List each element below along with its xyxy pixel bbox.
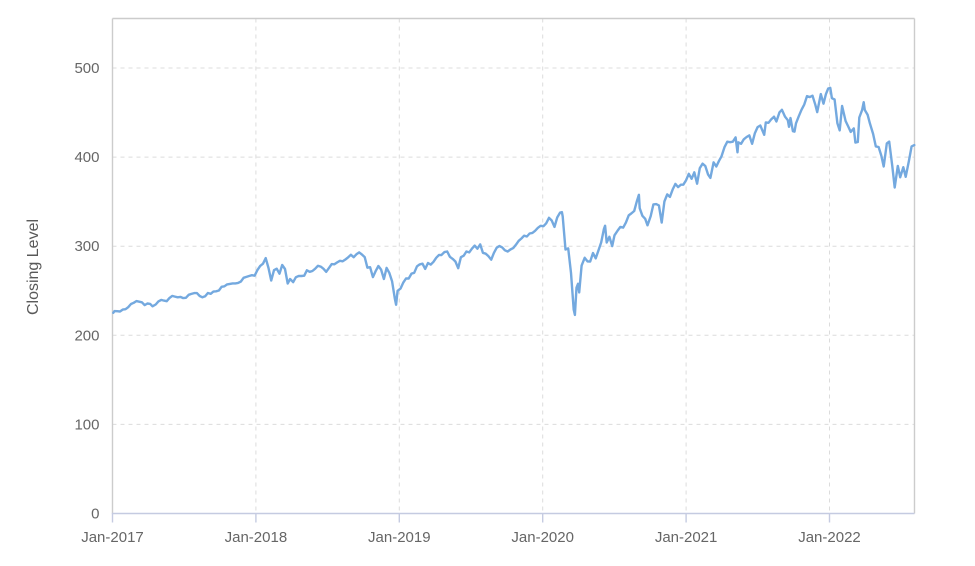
gridlines [112, 18, 915, 514]
x-tick-label: Jan-2019 [368, 529, 431, 546]
x-tick-label: Jan-2017 [81, 529, 144, 546]
y-tick-label: 0 [91, 506, 99, 523]
y-axis-title: Closing Level [25, 219, 42, 315]
axis-tick-labels: Jan-2017 Jan-2018 Jan-2019 Jan-2020 Jan-2021… [74, 60, 860, 546]
y-tick-label: 200 [74, 327, 99, 344]
x-tick-label: Jan-2021 [655, 529, 718, 546]
plot-border [111, 17, 916, 515]
x-tick-label: Jan-2022 [798, 529, 861, 546]
axis-ticks [111, 513, 831, 523]
y-tick-label: 300 [74, 238, 99, 255]
closing-level-line [112, 86, 916, 317]
y-tick-label: 400 [74, 149, 99, 166]
x-tick-label: Jan-2020 [511, 529, 574, 546]
price-series [112, 86, 916, 317]
y-tick-label: 100 [74, 416, 99, 433]
x-tick-label: Jan-2018 [225, 529, 288, 546]
y-tick-label: 500 [74, 60, 99, 77]
